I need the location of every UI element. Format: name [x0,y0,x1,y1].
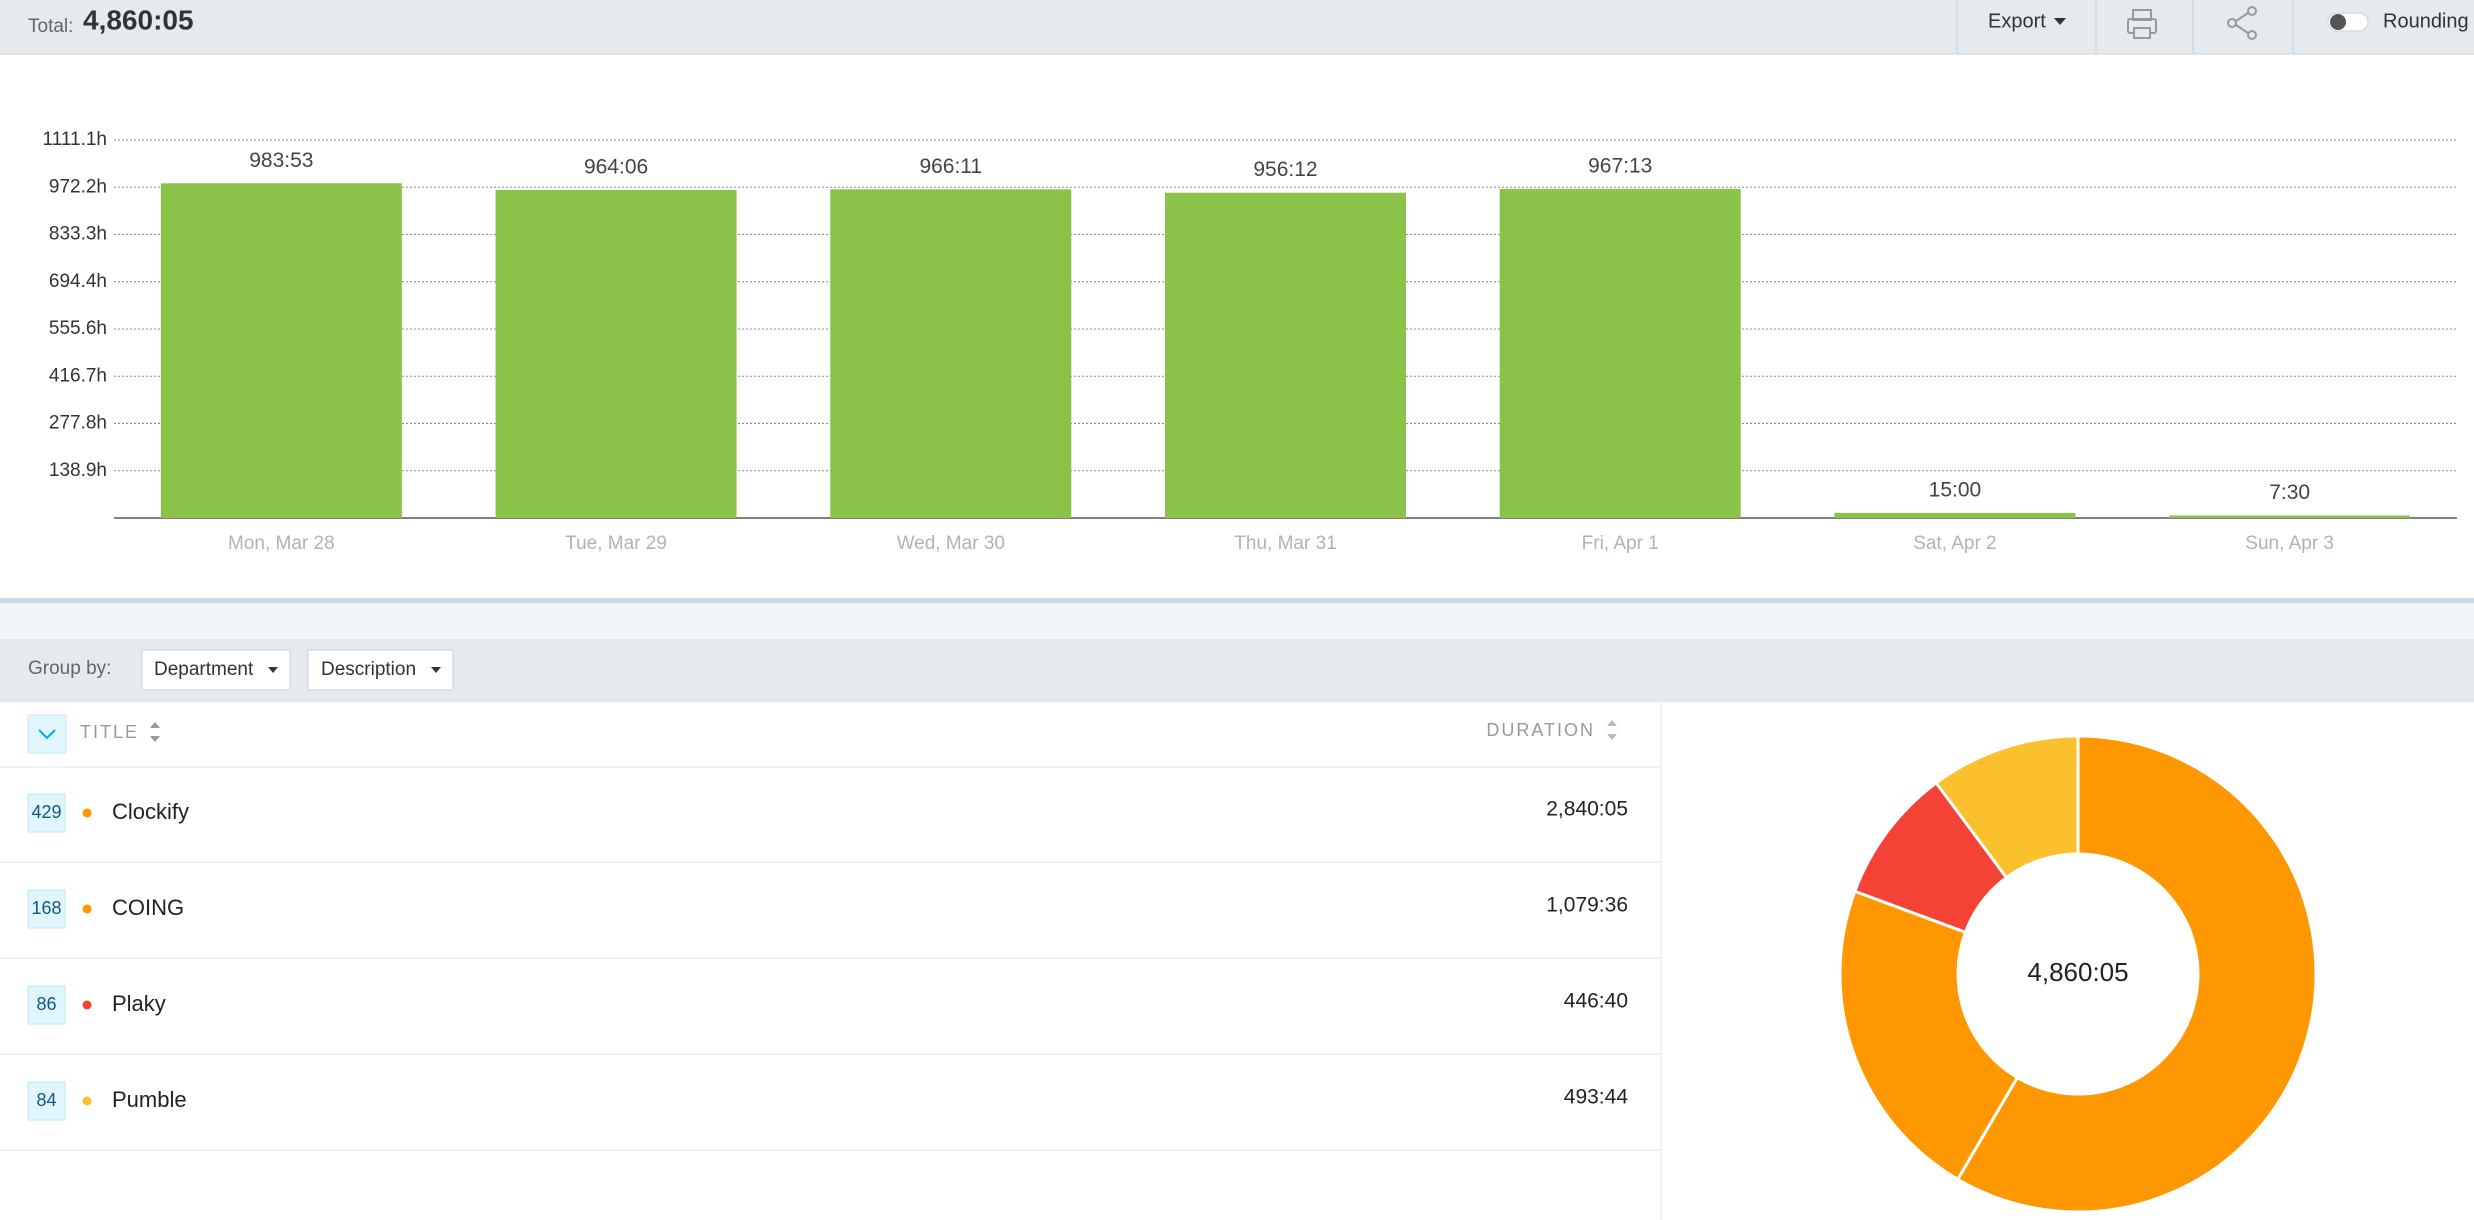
value-label: 964:06 [584,156,648,179]
x-tick-label: Tue, Mar 29 [565,533,667,554]
share-node [2247,30,2257,40]
table-row[interactable]: 168 COING 1,079:36 [27,889,1628,929]
share-button[interactable] [2227,6,2257,40]
section-border [0,598,2474,603]
export-label[interactable]: Export [1988,10,2046,32]
x-tick-label: Mon, Mar 28 [228,533,335,554]
table-body: 429 Clockify 2,840:05 168 COING 1,079:36 86 Pla… [0,793,1661,1151]
pie-slice [1838,889,2020,1182]
value-label: 7:30 [2269,481,2310,504]
sort-arrows[interactable] [150,722,160,742]
y-tick-label: 138.9h [49,460,107,481]
dropdown-box[interactable] [307,649,454,691]
share-lines [2235,12,2249,34]
y-tick-label: 1111.1h [43,129,107,150]
group-by-dropdown[interactable]: Department [141,649,291,691]
y-tick-label: 555.6h [49,318,107,339]
bar [1499,188,1741,518]
share-node [2247,6,2257,16]
pie-slice [1955,734,2318,1214]
value-label: 983:53 [249,149,313,172]
rounding-toggle[interactable]: Rounding [2327,10,2469,32]
count-badge [27,889,66,929]
value-label: 956:12 [1253,158,1317,181]
share-node [2227,18,2237,28]
count-badge [27,985,66,1025]
table-row[interactable]: 86 Plaky 446:40 [27,985,1628,1025]
pie-chart [1838,734,2318,1214]
caret [431,667,441,673]
dropdown-label: Department [154,659,254,680]
column-header[interactable]: TITLE [80,722,139,742]
color-dot [82,1000,92,1010]
x-tick-label: Wed, Mar 30 [897,533,1005,554]
value-label: 966:11 [919,155,982,178]
spacer [0,603,2474,639]
count: 84 [36,1090,56,1110]
expand-toggle[interactable] [27,714,67,754]
table-row[interactable]: 84 Pumble 493:44 [27,1081,1629,1121]
bar [830,189,1072,518]
bar [495,190,737,519]
y-tick-label: 277.8h [49,413,107,434]
bar [2169,515,2411,518]
count: 168 [31,898,61,918]
x-tick-label: Thu, Mar 31 [1234,533,1336,554]
bar-chart: 138.9h 277.8h 416.7h 555.6h 694.4h 833.3h 972.… [43,129,2457,554]
chevron [38,729,56,740]
count: 429 [31,802,61,822]
toggle-knob [2330,14,2346,30]
sort-arrows[interactable] [1607,720,1617,740]
row-title: Plaky [112,991,166,1016]
y-tick-label: 694.4h [49,271,107,292]
rounding-label: Rounding [2383,10,2469,32]
pie-center-label: 4,860:05 [2027,957,2128,987]
caret [268,667,278,673]
count: 86 [36,994,56,1014]
value-label: 15:00 [1929,478,1982,501]
row-title: Pumble [112,1087,187,1112]
header-bar [0,0,2474,54]
expand-box[interactable] [27,714,67,754]
color-dot [82,1096,92,1106]
export-button[interactable]: Export [1988,10,2066,32]
row-duration: 2,840:05 [1546,798,1628,821]
color-dot [82,808,92,818]
caret [2054,18,2066,25]
print-button[interactable] [2127,9,2157,39]
color-dot [82,904,92,914]
row-duration: 446:40 [1564,990,1628,1013]
row-duration: 1,079:36 [1546,894,1628,917]
printer-paper [2133,27,2151,39]
y-tick-label: 833.3h [49,224,107,245]
column-header[interactable]: DURATION [1486,720,1595,740]
bar [160,183,402,518]
x-tick-label: Sun, Apr 3 [2245,533,2334,554]
y-tick-label: 416.7h [49,365,107,386]
count-badge [27,1081,66,1121]
bar [1834,512,2076,518]
row-title: Clockify [112,799,189,824]
value-label: 967:13 [1588,154,1652,177]
count-badge [27,793,66,833]
bar [1165,192,1406,518]
group-by-label: Group by: [28,658,111,679]
pie-slice [1934,734,2080,880]
table-row[interactable]: 429 Clockify 2,840:05 [27,793,1628,833]
x-tick-label: Fri, Apr 1 [1582,533,1659,554]
row-title: COING [112,895,184,920]
x-tick-label: Sat, Apr 2 [1913,533,1996,554]
total-label: Total: [28,16,73,37]
dropdown-label: Description [321,659,416,680]
y-tick-label: 972.2h [49,176,107,197]
dropdown-box[interactable] [141,649,291,691]
group-by-dropdown[interactable]: Description [307,649,454,691]
total-value: 4,860:05 [83,4,194,35]
row-duration: 493:44 [1564,1086,1629,1109]
